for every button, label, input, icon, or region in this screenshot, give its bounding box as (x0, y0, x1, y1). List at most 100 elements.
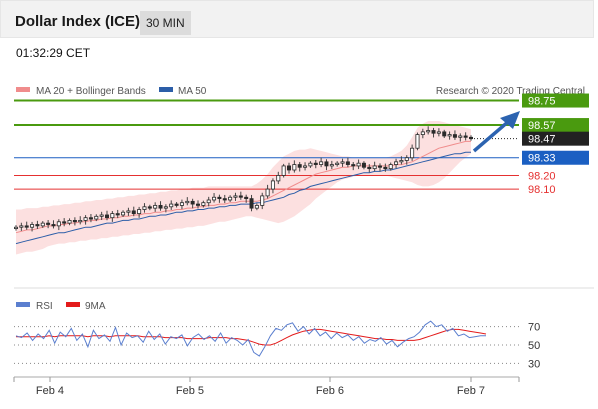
rsi-ma-line (16, 328, 487, 346)
timeframe-button[interactable]: 30 MIN (140, 11, 191, 35)
level-tag-2: 98.57 (522, 118, 589, 133)
candle-body (72, 220, 77, 223)
candle-body (447, 134, 452, 137)
ma50-line (15, 151, 471, 245)
level-tag-box (522, 150, 589, 165)
candle-body (185, 200, 190, 204)
candle (228, 195, 233, 203)
candle (452, 130, 457, 140)
candle-body (105, 214, 110, 219)
candle-body (238, 195, 243, 198)
level-tag-text: 98.10 (528, 184, 556, 196)
candle (340, 158, 345, 167)
candle-body (83, 217, 88, 221)
level-tags: 98.75 98.57 98.47 98.33 98.20 98.10 (522, 93, 589, 196)
candle (399, 156, 404, 165)
candle-body (244, 196, 249, 200)
candle (40, 221, 45, 228)
level-tag-box (522, 131, 589, 146)
candle-body (67, 220, 72, 224)
candle-body (372, 165, 377, 170)
candle-body (24, 225, 29, 228)
candle (13, 225, 18, 231)
candle (121, 210, 126, 218)
candle-body (30, 224, 35, 228)
candle (249, 194, 254, 212)
candle-body (174, 203, 179, 206)
candle (217, 194, 222, 203)
rsi-legend-label: RSI (36, 301, 53, 312)
candlesticks (13, 126, 473, 232)
candle-body (292, 164, 297, 171)
candle-body (383, 166, 388, 170)
candle (201, 200, 206, 208)
candle-body (270, 180, 275, 190)
candle-body (426, 130, 431, 133)
bollinger-band-area (16, 121, 471, 255)
level-tag-text: 98.57 (528, 120, 556, 132)
candle (131, 206, 136, 217)
candle-body (249, 198, 254, 209)
candle (404, 155, 409, 165)
candle (281, 163, 286, 178)
candle-body (399, 160, 404, 163)
candle (110, 211, 115, 222)
candle-body (260, 195, 265, 206)
candle-body (436, 131, 441, 134)
candle (377, 163, 382, 172)
candle-body (163, 206, 168, 209)
level-tag-text: 98.47 (528, 134, 556, 146)
candle (212, 193, 217, 203)
x-tick-label: Feb 4 (36, 385, 64, 397)
candle-body (142, 206, 147, 210)
candle (270, 178, 275, 194)
candle-body (308, 162, 313, 167)
candle-body (88, 217, 93, 220)
target-arrow (472, 111, 520, 153)
candle-body (121, 211, 126, 216)
candle (19, 222, 24, 231)
candle (292, 160, 297, 173)
level-tag-box (522, 118, 589, 133)
candle (260, 192, 265, 210)
candle-body (233, 195, 238, 198)
candle-body (452, 134, 457, 138)
credit-text: Research © 2020 Trading Central (436, 86, 585, 97)
candle (206, 196, 211, 207)
candle-body (190, 200, 195, 205)
bollinger-band (16, 121, 471, 255)
candle-body (179, 202, 184, 206)
candle-body (46, 222, 51, 225)
candle-body (19, 225, 24, 228)
candle (222, 194, 227, 204)
candle-body (222, 198, 227, 201)
candle-body (281, 165, 286, 176)
candle (265, 184, 270, 199)
candle-body (458, 135, 463, 138)
candle (115, 209, 120, 219)
instrument-title: Dollar Index (ICE) (15, 13, 141, 30)
candle (276, 171, 281, 185)
candle (35, 220, 40, 229)
candle (190, 198, 195, 209)
candle (83, 215, 88, 225)
candle (420, 128, 425, 139)
candle-body (228, 196, 233, 201)
candle-body (356, 162, 361, 167)
arrow-shaft (472, 119, 511, 153)
candle-body (303, 165, 308, 168)
candle-body (254, 205, 259, 209)
candle-body (377, 165, 382, 168)
rsi-level-label: 70 (528, 322, 540, 334)
ma20-legend-label: MA 20 + Bollinger Bands (36, 86, 146, 97)
candle-body (340, 161, 345, 164)
candle (179, 199, 184, 210)
x-tick-label: Feb 5 (176, 385, 204, 397)
candle (72, 217, 77, 226)
level-tag-text: 98.20 (528, 170, 556, 182)
candle-body (126, 210, 131, 213)
rsi-level-label: 50 (528, 340, 540, 352)
candle-body (367, 166, 372, 170)
